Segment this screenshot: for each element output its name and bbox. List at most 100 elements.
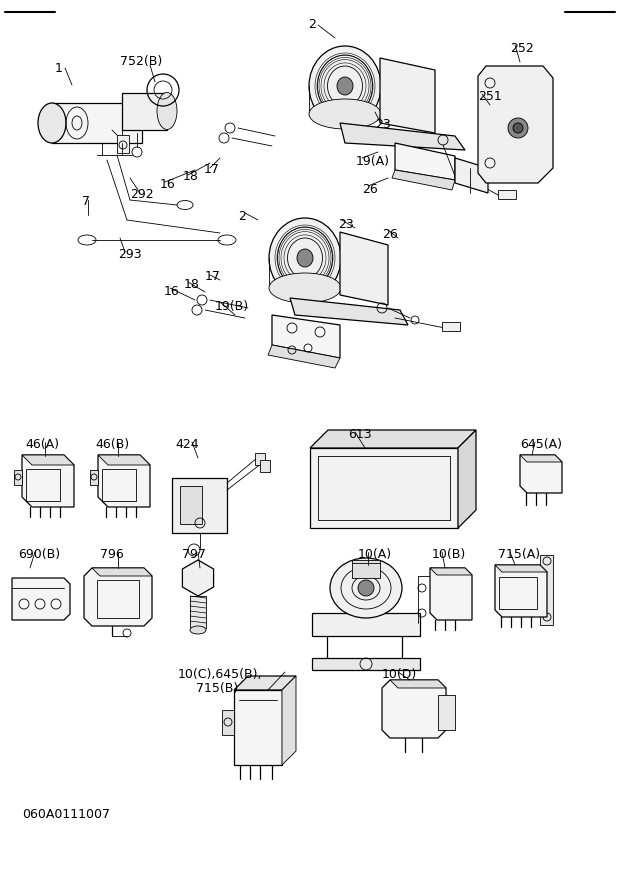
Text: 7: 7 bbox=[82, 195, 90, 208]
Text: 26: 26 bbox=[382, 228, 398, 241]
Text: 424: 424 bbox=[175, 438, 198, 451]
Polygon shape bbox=[90, 470, 98, 485]
Text: 797: 797 bbox=[182, 548, 206, 561]
Polygon shape bbox=[172, 478, 227, 533]
Text: 26: 26 bbox=[362, 183, 378, 196]
Polygon shape bbox=[312, 658, 420, 670]
Polygon shape bbox=[98, 455, 150, 465]
Polygon shape bbox=[478, 66, 553, 183]
Polygon shape bbox=[84, 568, 152, 626]
Text: 715(A): 715(A) bbox=[498, 548, 540, 561]
Text: 18: 18 bbox=[183, 170, 199, 183]
Text: 796: 796 bbox=[100, 548, 124, 561]
Polygon shape bbox=[222, 710, 234, 735]
Polygon shape bbox=[22, 455, 74, 507]
Text: 18: 18 bbox=[184, 278, 200, 291]
Polygon shape bbox=[455, 158, 488, 193]
Text: 2: 2 bbox=[308, 18, 316, 31]
Text: 251: 251 bbox=[478, 90, 502, 103]
Ellipse shape bbox=[309, 46, 381, 126]
Ellipse shape bbox=[337, 77, 353, 95]
Text: 19(A): 19(A) bbox=[356, 155, 390, 168]
Polygon shape bbox=[520, 455, 562, 493]
Text: 645(A): 645(A) bbox=[520, 438, 562, 451]
Text: 46(A): 46(A) bbox=[25, 438, 59, 451]
Polygon shape bbox=[98, 455, 150, 507]
Text: 690(B): 690(B) bbox=[18, 548, 60, 561]
Ellipse shape bbox=[157, 93, 177, 129]
Polygon shape bbox=[92, 568, 152, 576]
Bar bbox=[442, 322, 460, 331]
Text: 10(A): 10(A) bbox=[358, 548, 392, 561]
Polygon shape bbox=[234, 676, 296, 690]
Polygon shape bbox=[52, 103, 142, 143]
Text: 16: 16 bbox=[160, 178, 175, 191]
Text: 10(B): 10(B) bbox=[432, 548, 466, 561]
Text: 252: 252 bbox=[510, 42, 534, 55]
Ellipse shape bbox=[297, 249, 313, 267]
Bar bbox=[180, 486, 202, 524]
Text: 23: 23 bbox=[338, 218, 354, 231]
Polygon shape bbox=[310, 448, 458, 528]
Text: 16: 16 bbox=[164, 285, 180, 298]
Circle shape bbox=[508, 118, 528, 138]
Polygon shape bbox=[22, 455, 74, 465]
Text: 752(B): 752(B) bbox=[120, 55, 162, 68]
Polygon shape bbox=[272, 315, 340, 358]
Polygon shape bbox=[14, 470, 22, 485]
Bar bbox=[499, 577, 537, 609]
Text: 10(C),645(B),: 10(C),645(B), bbox=[178, 668, 262, 681]
Polygon shape bbox=[395, 143, 455, 180]
Text: 10(D): 10(D) bbox=[382, 668, 417, 681]
Polygon shape bbox=[430, 568, 472, 575]
Polygon shape bbox=[340, 123, 465, 150]
Text: 2: 2 bbox=[238, 210, 246, 223]
Bar bbox=[102, 469, 136, 501]
Text: 17: 17 bbox=[204, 163, 220, 176]
Polygon shape bbox=[310, 430, 476, 448]
Polygon shape bbox=[12, 578, 70, 620]
Polygon shape bbox=[390, 680, 446, 688]
Ellipse shape bbox=[309, 99, 381, 129]
Polygon shape bbox=[382, 680, 446, 738]
Bar bbox=[26, 469, 60, 501]
Ellipse shape bbox=[269, 218, 341, 298]
Circle shape bbox=[513, 123, 523, 133]
Polygon shape bbox=[392, 170, 455, 190]
Polygon shape bbox=[122, 93, 167, 130]
Polygon shape bbox=[540, 555, 553, 625]
Bar bbox=[117, 135, 129, 153]
Ellipse shape bbox=[269, 273, 341, 303]
Circle shape bbox=[358, 580, 374, 596]
Text: 060A0111007: 060A0111007 bbox=[22, 808, 110, 821]
Polygon shape bbox=[495, 565, 547, 572]
Text: 293: 293 bbox=[118, 248, 141, 261]
Polygon shape bbox=[430, 568, 472, 620]
Polygon shape bbox=[438, 695, 455, 730]
Text: 23: 23 bbox=[375, 118, 391, 131]
Polygon shape bbox=[290, 298, 408, 325]
Polygon shape bbox=[182, 560, 213, 596]
Bar bbox=[260, 460, 270, 472]
Polygon shape bbox=[495, 565, 547, 617]
Bar bbox=[498, 190, 516, 199]
Bar bbox=[352, 560, 380, 578]
Text: 613: 613 bbox=[348, 428, 371, 441]
Text: 292: 292 bbox=[130, 188, 154, 201]
Text: 17: 17 bbox=[205, 270, 221, 283]
Polygon shape bbox=[380, 58, 435, 133]
Polygon shape bbox=[340, 232, 388, 305]
Polygon shape bbox=[312, 613, 420, 636]
Bar bbox=[255, 453, 265, 465]
Polygon shape bbox=[234, 690, 282, 765]
Polygon shape bbox=[268, 345, 340, 368]
Text: 715(B): 715(B) bbox=[196, 682, 238, 695]
Text: 1: 1 bbox=[55, 62, 63, 75]
Ellipse shape bbox=[330, 558, 402, 618]
Polygon shape bbox=[520, 455, 562, 462]
Bar bbox=[190, 596, 206, 628]
Text: 19(B): 19(B) bbox=[215, 300, 249, 313]
Ellipse shape bbox=[38, 103, 66, 143]
Polygon shape bbox=[458, 430, 476, 528]
Ellipse shape bbox=[190, 626, 206, 634]
